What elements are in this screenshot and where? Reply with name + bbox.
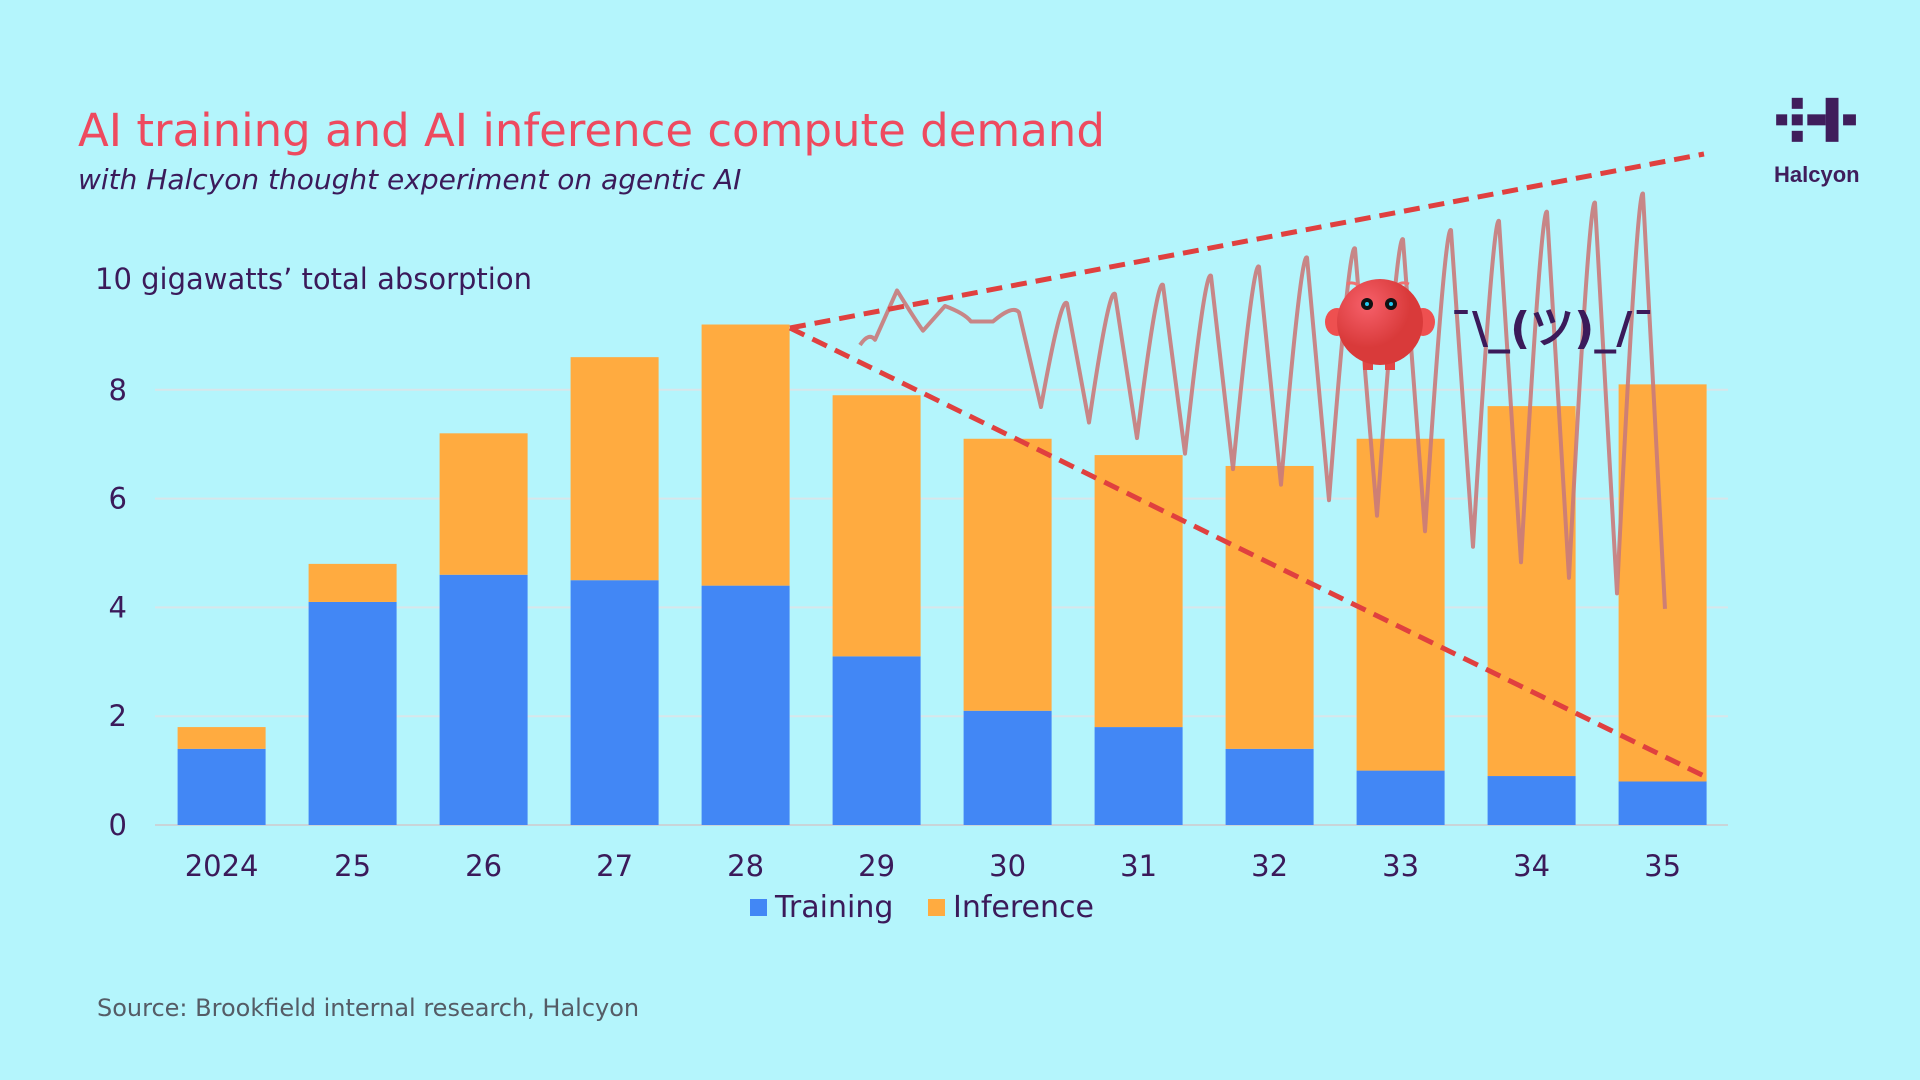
y-tick-label: 2 <box>109 699 127 733</box>
bar-inference <box>439 433 528 575</box>
bar-inference <box>1356 438 1445 771</box>
x-tick-label: 28 <box>727 849 764 883</box>
x-tick-label: 31 <box>1120 849 1157 883</box>
halcyon-logo-icon <box>1776 97 1856 142</box>
chart-title: AI training and AI inference compute dem… <box>78 104 1105 157</box>
y-tick-label: 4 <box>109 590 127 624</box>
x-tick-label: 32 <box>1251 849 1288 883</box>
y-tick-label: 6 <box>109 482 127 516</box>
bar-inference <box>177 727 266 749</box>
legend-swatch-training <box>750 899 767 916</box>
bar-inference <box>1094 455 1183 728</box>
bar-training <box>1618 781 1707 825</box>
bar-training <box>308 601 397 825</box>
bar-inference <box>1225 465 1314 749</box>
x-tick-label: 25 <box>334 849 371 883</box>
bar-training <box>1225 748 1314 825</box>
shrug-annotation: ¯\_(ツ)_/¯ <box>1450 303 1655 354</box>
x-tick-label: 26 <box>465 849 502 883</box>
red-blob-mascot-icon <box>1325 279 1435 370</box>
bar-training <box>963 710 1052 825</box>
y-tick-label: 8 <box>109 373 127 407</box>
bar-training <box>177 748 266 825</box>
legend-label: Inference <box>953 890 1094 925</box>
legend-swatch-inference <box>928 899 945 916</box>
upper-dashed-trendline <box>789 151 1705 331</box>
x-tick-label: 27 <box>596 849 633 883</box>
x-tick-label: 35 <box>1644 849 1681 883</box>
bar-training <box>1094 727 1183 825</box>
bar-inference <box>701 324 790 586</box>
bar-inference <box>570 357 659 581</box>
lower-dashed-trendline <box>788 325 1706 779</box>
bar-inference <box>832 395 921 657</box>
bar-inference <box>963 438 1052 711</box>
x-tick-label: 33 <box>1382 849 1419 883</box>
source-note: Source: Brookfield internal research, Ha… <box>97 994 640 1022</box>
logo-text: Halcyon <box>1774 162 1860 187</box>
bar-inference <box>308 563 397 602</box>
legend-training: Training <box>750 890 893 925</box>
legend-label: Training <box>775 890 894 925</box>
chart-subtitle: with Halcyon thought experiment on agent… <box>78 163 742 196</box>
y-axis-label: 10 gigawatts’ total absorption <box>95 262 532 296</box>
bar-training <box>701 585 790 825</box>
scribble-zigzag <box>858 191 1667 609</box>
bar-training <box>439 574 528 825</box>
y-tick-label: 0 <box>109 808 127 842</box>
x-tick-label: 30 <box>989 849 1026 883</box>
bar-training <box>1487 776 1576 825</box>
legend-inference: Inference <box>928 890 1094 925</box>
bar-training <box>1356 770 1445 825</box>
bar-training <box>570 580 659 825</box>
x-tick-label: 29 <box>858 849 895 883</box>
x-tick-label: 34 <box>1513 849 1550 883</box>
bar-training <box>832 656 921 825</box>
x-tick-label: 2024 <box>185 849 259 883</box>
